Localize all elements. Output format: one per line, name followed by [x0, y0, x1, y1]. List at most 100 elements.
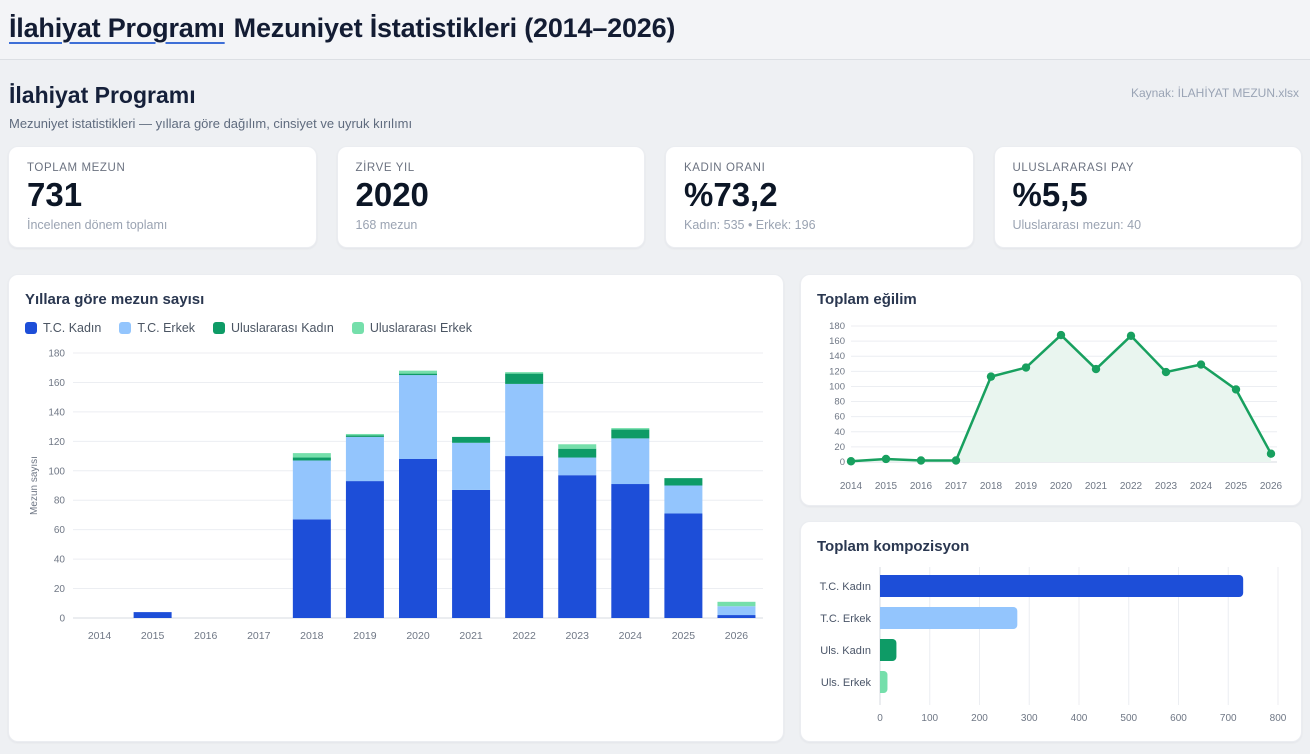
svg-text:2018: 2018	[980, 481, 1003, 492]
kpi-row: TOPLAM MEZUN 731 İncelenen dönem toplamı…	[8, 146, 1302, 248]
svg-text:180: 180	[829, 321, 845, 332]
svg-text:2014: 2014	[840, 481, 863, 492]
kpi-label: TOPLAM MEZUN	[27, 162, 126, 174]
legend-swatch	[119, 321, 132, 334]
kpi-card-zirve-yil: ZİRVE YIL 2020 168 mezun	[336, 146, 645, 248]
kpi-value: 2020	[355, 176, 429, 213]
svg-text:140: 140	[48, 407, 65, 418]
svg-text:2025: 2025	[1225, 481, 1248, 492]
svg-text:60: 60	[834, 412, 845, 423]
svg-text:2026: 2026	[1260, 481, 1283, 492]
svg-text:700: 700	[1220, 713, 1237, 724]
svg-text:2015: 2015	[875, 481, 898, 492]
svg-text:0: 0	[877, 713, 883, 724]
svg-text:800: 800	[1270, 713, 1287, 724]
svg-text:2024: 2024	[619, 630, 643, 642]
page-header: İlahiyat Programı Mezuniyet İstatistikler…	[0, 0, 1310, 60]
svg-text:T.C. Erkek: T.C. Erkek	[820, 613, 871, 625]
yearly-graduates-chart-card: Yıllara göre mezun sayısı T.C. Kadın T.C.…	[8, 273, 784, 742]
kpi-card-kadin-orani: KADIN ORANI %73,2 Kadın: 535 • Erkek: 19…	[665, 146, 974, 248]
kpi-card-uluslararasi-pay: ULUSLARARASI PAY %5,5 Uluslararası mezun…	[993, 146, 1302, 248]
svg-text:0: 0	[59, 613, 65, 624]
svg-text:2016: 2016	[194, 630, 218, 642]
svg-text:100: 100	[829, 381, 845, 392]
svg-text:600: 600	[1170, 713, 1187, 724]
svg-text:120: 120	[48, 437, 65, 448]
svg-text:2019: 2019	[353, 630, 377, 642]
kpi-subtext: Kadın: 535 • Erkek: 196	[684, 217, 816, 232]
trend-chart-card: Toplam eğilim 0 20 40 60 80 100 120 140 160 180 20…	[800, 273, 1302, 506]
svg-text:100: 100	[48, 466, 65, 477]
svg-text:100: 100	[921, 713, 938, 724]
svg-text:2026: 2026	[725, 630, 749, 642]
right-column: Toplam eğilim 0 20 40 60 80 100 120 140 160 180 20…	[800, 273, 1302, 742]
svg-text:2019: 2019	[1015, 481, 1038, 492]
svg-text:2022: 2022	[512, 630, 536, 642]
kpi-value: %73,2	[684, 176, 778, 213]
svg-text:Uls. Kadın: Uls. Kadın	[820, 645, 871, 657]
legend-label: T.C. Erkek	[137, 320, 196, 335]
svg-text:80: 80	[834, 396, 845, 407]
chart-title-yearly: Yıllara göre mezun sayısı	[25, 290, 205, 308]
svg-text:2017: 2017	[945, 481, 968, 492]
page-title: İlahiyat Programı Mezuniyet İstatistikler…	[9, 13, 1301, 44]
legend-item-uluslararas-erkek[interactable]: Uluslararası Erkek	[351, 320, 472, 335]
svg-text:160: 160	[829, 336, 845, 347]
kpi-value: 731	[27, 176, 83, 213]
svg-text:140: 140	[829, 351, 845, 362]
svg-text:200: 200	[971, 713, 988, 724]
kpi-label: KADIN ORANI	[684, 162, 766, 174]
svg-text:2015: 2015	[141, 630, 165, 642]
legend-label: Uluslararası Erkek	[369, 320, 472, 335]
legend-item-t-c-erkek[interactable]: T.C. Erkek	[119, 321, 195, 335]
svg-text:40: 40	[54, 555, 66, 566]
chart-legend: T.C. Kadın T.C. Erkek Uluslararası Kadın Ul…	[25, 321, 767, 335]
svg-text:2024: 2024	[1190, 481, 1213, 492]
svg-text:80: 80	[54, 496, 66, 507]
kpi-value: %5,5	[1012, 176, 1088, 213]
legend-label: Uluslararası Kadın	[231, 320, 334, 335]
svg-text:160: 160	[48, 378, 65, 389]
svg-text:2021: 2021	[1085, 481, 1108, 492]
legend-item-t-c-kad-n[interactable]: T.C. Kadın	[25, 321, 101, 335]
svg-text:0: 0	[840, 457, 845, 468]
section-header: İlahiyat Programı Mezuniyet istatistikle…	[0, 60, 1310, 131]
legend-swatch	[351, 321, 364, 334]
svg-text:40: 40	[834, 427, 845, 438]
legend-swatch	[25, 321, 37, 334]
trend-line-chart-svg: 0 20 40 60 80 100 120 140 160 180 2014 2015 2016 2017…	[829, 321, 1283, 492]
section-subtitle: Mezuniyet istatistikleri — yıllara göre …	[9, 116, 413, 131]
section-title: İlahiyat Programı	[9, 82, 196, 108]
svg-text:300: 300	[1021, 713, 1038, 724]
svg-text:2023: 2023	[566, 630, 590, 642]
composition-chart-card: Toplam kompozisyon 0 100 200 300 400 500 600 70…	[800, 520, 1302, 742]
svg-text:120: 120	[829, 366, 845, 377]
charts-area: Yıllara göre mezun sayısı T.C. Kadın T.C.…	[8, 273, 1302, 742]
legend-item-uluslararas-kad-n[interactable]: Uluslararası Kadın	[213, 321, 334, 335]
svg-text:2022: 2022	[1120, 481, 1143, 492]
program-link[interactable]: İlahiyat Programı	[9, 13, 225, 43]
svg-text:Uls. Erkek: Uls. Erkek	[821, 677, 872, 689]
svg-text:2023: 2023	[1155, 481, 1178, 492]
chart-title-trend: Toplam eğilim	[817, 290, 917, 308]
svg-text:2018: 2018	[300, 630, 324, 642]
svg-text:2020: 2020	[406, 630, 430, 642]
svg-text:2014: 2014	[88, 630, 112, 642]
kpi-label: ZİRVE YIL	[355, 162, 415, 174]
legend-label: T.C. Kadın	[43, 320, 102, 335]
kpi-label: ULUSLARARASI PAY	[1012, 162, 1135, 174]
chart-title-composition: Toplam kompozisyon	[817, 537, 970, 555]
kpi-subtext: Uluslararası mezun: 40	[1012, 217, 1142, 232]
svg-text:2016: 2016	[910, 481, 933, 492]
svg-text:Mezun sayısı: Mezun sayısı	[29, 456, 40, 515]
svg-text:2021: 2021	[459, 630, 483, 642]
page-title-rest: Mezuniyet İstatistikleri (2014–2026)	[233, 13, 676, 43]
svg-text:2025: 2025	[672, 630, 696, 642]
kpi-subtext: 168 mezun	[355, 217, 418, 232]
svg-text:20: 20	[834, 442, 845, 453]
svg-text:T.C. Kadın: T.C. Kadın	[820, 581, 871, 593]
svg-text:2020: 2020	[1050, 481, 1073, 492]
source-note: Kaynak: İLAHİYAT MEZUN.xlsx	[1130, 86, 1299, 100]
svg-text:20: 20	[54, 584, 66, 595]
legend-swatch	[213, 321, 226, 334]
